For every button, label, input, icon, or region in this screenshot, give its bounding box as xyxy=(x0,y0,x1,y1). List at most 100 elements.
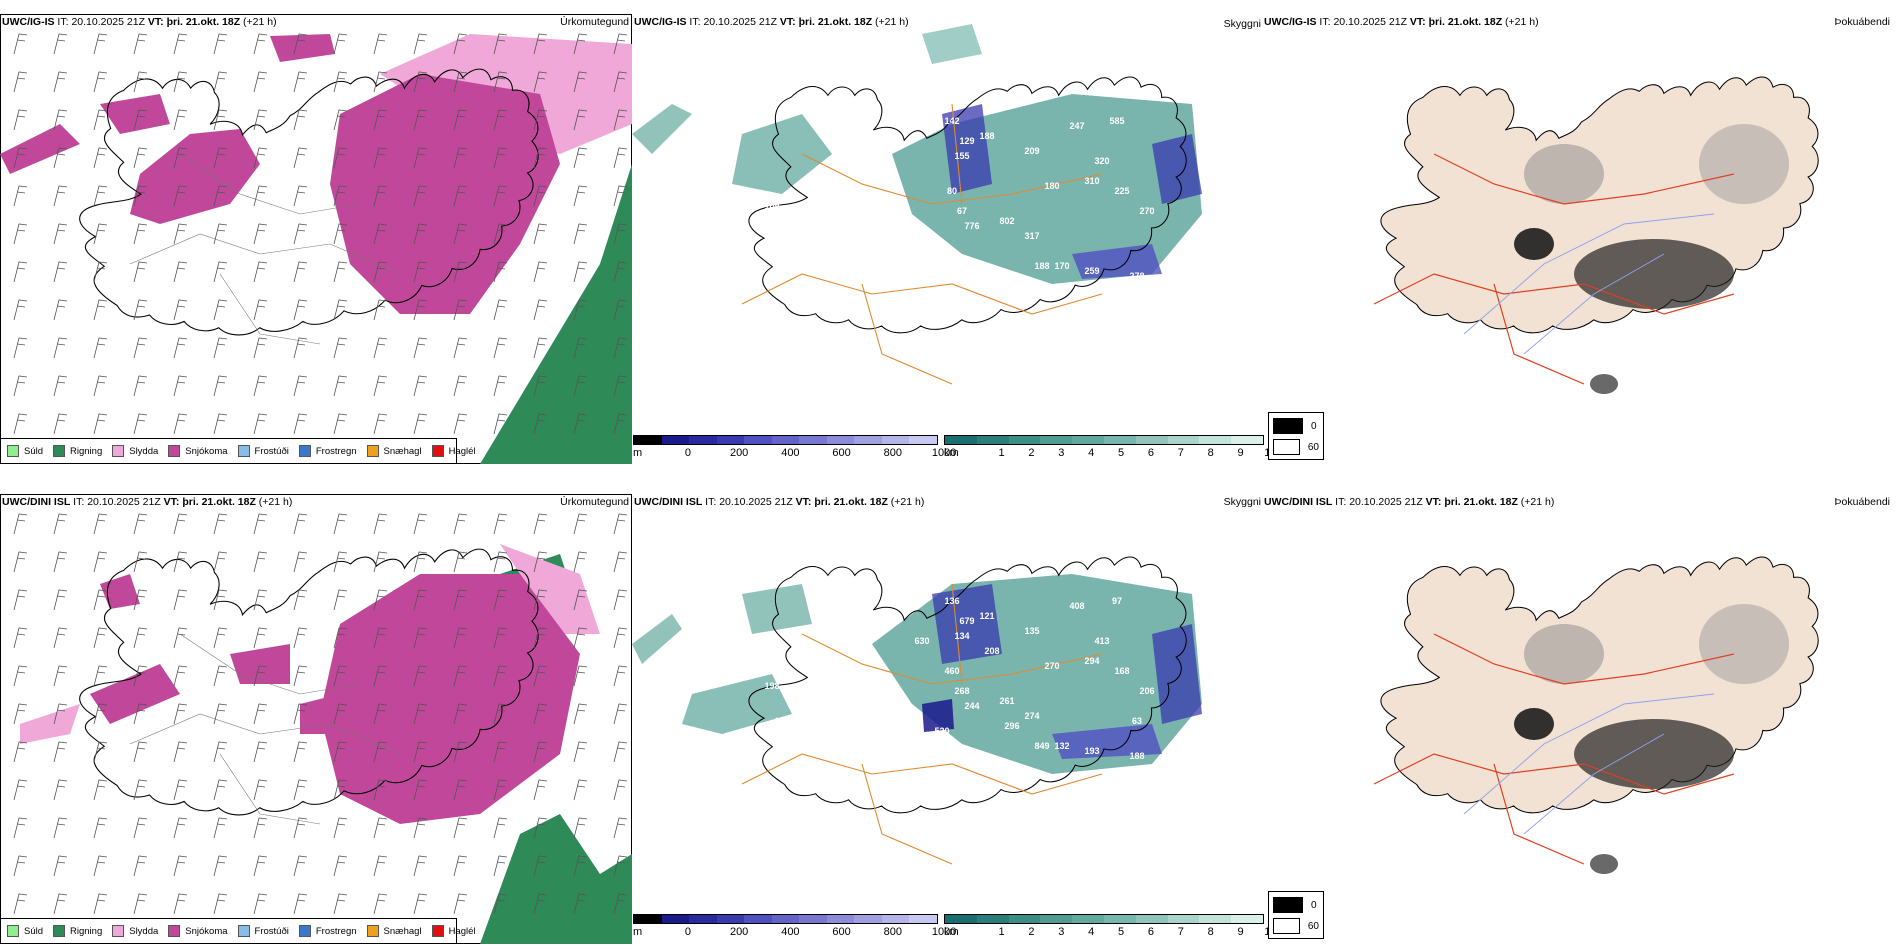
wind-barb xyxy=(573,665,588,687)
wind-barb xyxy=(13,779,28,801)
panel-title: Skyggni xyxy=(1223,18,1261,30)
wind-barbs xyxy=(13,513,628,915)
legend-swatch xyxy=(112,445,125,457)
legend-item: Snjókoma xyxy=(168,925,228,937)
wind-barb xyxy=(13,551,28,573)
wind-barb xyxy=(53,413,68,435)
wind-barb xyxy=(573,33,588,55)
wind-barb xyxy=(573,413,588,435)
wind-barb xyxy=(533,855,548,877)
wind-barb xyxy=(613,299,628,321)
colorbar-tick-label: 5 xyxy=(1118,926,1125,938)
wind-barb xyxy=(533,413,548,435)
wind-barb xyxy=(253,223,268,245)
colorbar-km-bar xyxy=(944,914,1264,924)
init-time: 20.10.2025 21Z xyxy=(71,16,145,28)
legend-label: Súld xyxy=(24,925,44,937)
cloud-base-label: 168 xyxy=(1114,666,1129,676)
wind-barb xyxy=(573,589,588,611)
legend-item: Slydda xyxy=(112,925,158,937)
colorbar-tick-label: 8 xyxy=(1207,447,1214,459)
wind-barb xyxy=(173,893,188,915)
wind-barb xyxy=(453,33,468,55)
colorbar-swatch xyxy=(689,915,717,923)
wind-barb xyxy=(333,109,348,131)
wind-barb xyxy=(573,893,588,915)
wind-barb xyxy=(413,513,428,535)
legend-label: Haglél xyxy=(448,445,476,457)
wind-barb xyxy=(453,223,468,245)
wind-barb xyxy=(493,779,508,801)
cloud-base-label: 155 xyxy=(954,151,969,161)
wind-barb xyxy=(53,627,68,649)
legend-swatch xyxy=(366,445,379,457)
cloud-base-label: 679 xyxy=(959,616,974,626)
wind-barb xyxy=(613,589,628,611)
legend-label: Rigning xyxy=(70,925,103,937)
colorbar-swatch xyxy=(1008,436,1041,444)
wind-barb xyxy=(453,299,468,321)
legend-item: Frostregn xyxy=(298,445,357,457)
wind-barb xyxy=(13,299,28,321)
wind-barb xyxy=(253,413,268,435)
wind-barb xyxy=(453,71,468,93)
wind-barb xyxy=(333,893,348,915)
cloud-base-label: 630 xyxy=(914,636,929,646)
wind-barb xyxy=(493,817,508,839)
colorbar-swatch xyxy=(634,436,662,444)
wind-barb xyxy=(493,223,508,245)
cloud-base-label: 278 xyxy=(1129,271,1144,281)
wind-barb xyxy=(133,109,148,131)
colorbar-swatch xyxy=(1103,915,1136,923)
colorbar-swatch xyxy=(1072,915,1104,923)
wind-barb xyxy=(13,71,28,93)
colorbar-swatch xyxy=(854,436,882,444)
wind-barb xyxy=(413,589,428,611)
wind-barb xyxy=(453,551,468,573)
colorbar-swatch xyxy=(909,436,938,444)
wind-barb xyxy=(93,779,108,801)
legend-label: Snæhagl xyxy=(383,925,422,937)
wind-barb xyxy=(493,337,508,359)
wind-barb xyxy=(453,109,468,131)
wind-barb xyxy=(533,627,548,649)
wind-barb xyxy=(533,109,548,131)
wind-barb xyxy=(493,147,508,169)
wind-barb xyxy=(373,109,388,131)
legend-item: Rigning xyxy=(53,445,102,457)
wind-barb xyxy=(13,337,28,359)
wind-barb xyxy=(613,185,628,207)
rivers xyxy=(1463,213,1715,355)
wind-barb xyxy=(213,513,228,535)
wind-barb xyxy=(13,703,28,725)
wind-barb xyxy=(453,375,468,397)
colorbar-tick-label: 7 xyxy=(1177,926,1184,938)
wind-barb xyxy=(293,147,308,169)
wind-barb xyxy=(453,627,468,649)
fog-legend-label: 0 xyxy=(1311,420,1317,432)
wind-barb xyxy=(373,855,388,877)
wind-barb xyxy=(93,893,108,915)
cloud-base-label: 268 xyxy=(954,686,969,696)
wind-barb xyxy=(93,71,108,93)
colorbar-tick-label: 0 xyxy=(684,926,691,938)
wind-barb xyxy=(413,109,428,131)
cloud-base-label: 80 xyxy=(947,186,957,196)
legend-swatch xyxy=(237,925,250,937)
wind-barb xyxy=(373,71,388,93)
rivers xyxy=(1463,693,1715,835)
wind-barb xyxy=(213,551,228,573)
colorbar-swatch xyxy=(945,915,977,923)
wind-barb xyxy=(493,71,508,93)
wind-barb xyxy=(413,375,428,397)
wind-barb xyxy=(373,223,388,245)
init-time: 20.10.2025 21Z xyxy=(703,16,777,28)
wind-barb xyxy=(453,703,468,725)
cloud-base-label: 274 xyxy=(1024,711,1039,721)
precip-type-panel-1: UWC/IG-IS IT: 20.10.2025 21Z VT: þri. 21… xyxy=(0,14,632,464)
colorbar-tick-label: 7 xyxy=(1177,447,1184,459)
wind-barb xyxy=(213,261,228,283)
wind-barb xyxy=(613,223,628,245)
fog-legend-row: 0 xyxy=(1273,897,1319,913)
wind-barb xyxy=(493,513,508,535)
